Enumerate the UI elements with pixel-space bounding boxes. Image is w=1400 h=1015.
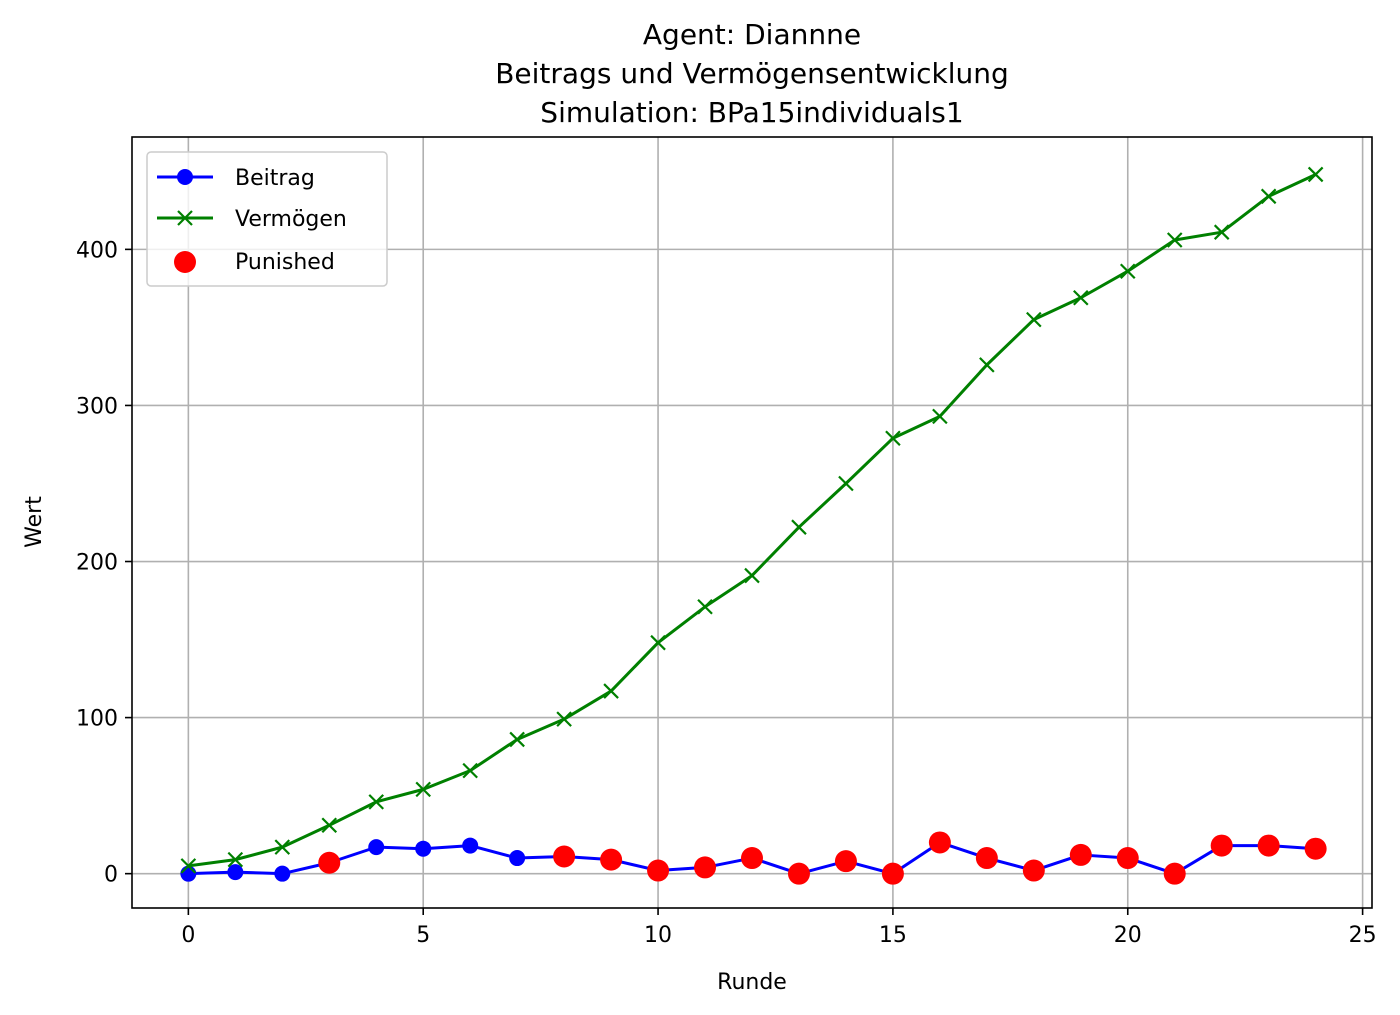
- title-line-2: Beitrags und Vermögensentwicklung: [495, 57, 1009, 90]
- punished-point: [318, 851, 341, 874]
- legend-vermoegen-marker: [177, 210, 193, 226]
- data-point-vermoegen: [744, 567, 760, 584]
- punished-point: [1116, 847, 1139, 870]
- punished-point: [928, 831, 951, 854]
- punished-point: [1210, 834, 1233, 857]
- data-point-vermoegen: [979, 357, 995, 373]
- x-tick-label: 20: [1114, 923, 1142, 948]
- y-axis-label: Wert: [22, 496, 47, 548]
- y-tick-label: 0: [104, 863, 118, 888]
- data-point-vermoegen: [791, 519, 807, 535]
- legend-vermoegen-label: Vermögen: [235, 207, 347, 232]
- data-point-vermoegen: [274, 839, 291, 855]
- data-point-vermoegen: [180, 858, 197, 874]
- x-tick-label: 10: [644, 923, 672, 948]
- data-point-beitrag: [462, 837, 479, 854]
- punished-point: [975, 847, 998, 870]
- x-tick-label: 0: [181, 923, 195, 948]
- data-point-vermoegen: [1307, 166, 1324, 183]
- data-point-vermoegen: [1073, 289, 1089, 306]
- data-point-vermoegen: [321, 817, 338, 834]
- legend-beitrag-marker: [177, 169, 193, 185]
- legend-punished-marker: [174, 251, 196, 273]
- data-point-beitrag: [415, 840, 432, 857]
- data-point-vermoegen: [415, 781, 431, 798]
- title-line-3: Simulation: BPa15individuals1: [540, 96, 963, 129]
- data-point-vermoegen: [556, 711, 572, 727]
- data-point-beitrag: [180, 865, 197, 882]
- data-point-vermoegen: [838, 475, 854, 492]
- x-tick-label: 5: [416, 923, 430, 948]
- legend-punished-label: Punished: [235, 250, 335, 275]
- data-point-beitrag: [274, 865, 291, 882]
- y-tick-label: 400: [76, 238, 118, 263]
- data-point-beitrag: [509, 850, 526, 867]
- data-point-vermoegen: [368, 794, 385, 810]
- data-point-vermoegen: [1026, 311, 1042, 328]
- legend-beitrag-label: Beitrag: [235, 166, 315, 191]
- data-point-vermoegen: [227, 851, 244, 868]
- legend-box: [146, 151, 388, 287]
- punished-point: [1069, 843, 1092, 866]
- legend: Beitrag Vermögen Punished: [146, 151, 388, 287]
- data-point-vermoegen: [650, 634, 666, 651]
- punished-point: [1163, 862, 1186, 885]
- punished-point: [881, 862, 904, 885]
- y-tick-label: 100: [76, 707, 118, 732]
- y-tick-label: 300: [76, 394, 118, 419]
- punished-point: [600, 848, 623, 871]
- x-axis-label: Runde: [717, 970, 787, 995]
- y-tick-label: 200: [76, 551, 118, 576]
- title-line-1: Agent: Diannne: [643, 18, 861, 51]
- punished-point: [1022, 859, 1045, 882]
- x-tick-label: 25: [1349, 923, 1377, 948]
- data-point-vermoegen: [697, 599, 713, 615]
- data-point-vermoegen: [932, 408, 948, 425]
- punished-point: [1257, 834, 1280, 857]
- data-point-vermoegen: [462, 762, 478, 779]
- data-point-vermoegen: [1213, 224, 1230, 240]
- data-point-vermoegen: [509, 731, 525, 748]
- ticks: 0 5 10 15 20 25 0 100 200 300 400: [76, 238, 1377, 948]
- data-point-vermoegen: [1260, 188, 1277, 205]
- chart-title: Agent: Diannne Beitrags und Vermögensent…: [495, 18, 1009, 129]
- punished-point: [553, 845, 576, 868]
- punished-point: [1304, 837, 1327, 860]
- data-point-vermoegen: [603, 683, 619, 699]
- x-tick-label: 15: [879, 923, 907, 948]
- data-point-vermoegen: [885, 430, 901, 446]
- data-point-beitrag: [227, 864, 244, 881]
- punished-point: [741, 847, 763, 870]
- data-point-vermoegen: [1166, 232, 1183, 248]
- series-layer: [180, 166, 1327, 885]
- data-point-vermoegen: [1119, 263, 1136, 280]
- punished-point: [787, 862, 810, 885]
- punished-point: [694, 856, 717, 879]
- plot-frame: [131, 136, 1373, 909]
- data-point-beitrag: [368, 839, 385, 856]
- punished-point: [647, 859, 670, 882]
- punished-point: [834, 850, 857, 873]
